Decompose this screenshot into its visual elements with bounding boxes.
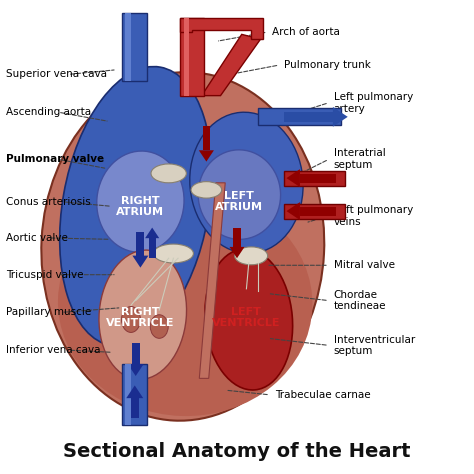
Polygon shape [229, 247, 245, 258]
Text: Papillary muscle: Papillary muscle [6, 308, 91, 318]
Text: Aortic valve: Aortic valve [6, 233, 68, 243]
Text: Left pulmonary
artery: Left pulmonary artery [334, 92, 413, 113]
Text: Chordae
tendineae: Chordae tendineae [334, 290, 386, 311]
Polygon shape [284, 171, 346, 186]
Text: Left pulmonary
veins: Left pulmonary veins [334, 205, 413, 227]
Polygon shape [199, 150, 214, 162]
Text: Interatrial
septum: Interatrial septum [334, 148, 385, 170]
Polygon shape [199, 183, 225, 378]
Ellipse shape [151, 164, 186, 183]
Polygon shape [233, 228, 241, 247]
Text: Conus arteriosis: Conus arteriosis [6, 197, 91, 207]
Polygon shape [333, 107, 348, 127]
Ellipse shape [41, 72, 324, 421]
Polygon shape [149, 238, 156, 258]
Text: Mitral valve: Mitral valve [334, 260, 394, 270]
Ellipse shape [190, 112, 303, 254]
Text: Tricuspid valve: Tricuspid valve [6, 270, 83, 280]
Text: RIGHT
ATRIUM: RIGHT ATRIUM [117, 196, 164, 217]
Ellipse shape [205, 249, 292, 390]
Polygon shape [132, 255, 148, 268]
Text: Superior vena cava: Superior vena cava [6, 69, 107, 80]
Polygon shape [145, 228, 159, 238]
Polygon shape [300, 207, 336, 216]
Ellipse shape [97, 151, 184, 252]
Polygon shape [128, 364, 144, 376]
Text: RIGHT
VENTRICLE: RIGHT VENTRICLE [106, 307, 174, 328]
Polygon shape [284, 112, 333, 122]
Polygon shape [286, 202, 300, 220]
Ellipse shape [58, 190, 312, 416]
Polygon shape [284, 203, 346, 219]
Ellipse shape [60, 66, 212, 346]
Text: Sectional Anatomy of the Heart: Sectional Anatomy of the Heart [63, 442, 411, 461]
Polygon shape [300, 173, 336, 182]
Ellipse shape [99, 250, 187, 379]
Ellipse shape [235, 247, 268, 265]
Text: Interventricular
septum: Interventricular septum [334, 335, 415, 356]
Ellipse shape [198, 150, 281, 239]
Polygon shape [202, 126, 210, 150]
Text: LEFT
VENTRICLE: LEFT VENTRICLE [212, 307, 281, 328]
Ellipse shape [150, 315, 168, 338]
Polygon shape [137, 232, 145, 255]
Polygon shape [121, 364, 147, 426]
Text: Pulmonary valve: Pulmonary valve [6, 154, 104, 164]
Polygon shape [201, 35, 261, 96]
Text: LEFT
ATRIUM: LEFT ATRIUM [215, 191, 264, 212]
Ellipse shape [191, 182, 222, 198]
Polygon shape [125, 13, 131, 82]
Polygon shape [286, 169, 300, 187]
Text: Arch of aorta: Arch of aorta [273, 27, 340, 37]
Ellipse shape [121, 307, 140, 332]
Polygon shape [132, 343, 140, 364]
Polygon shape [184, 18, 189, 96]
Polygon shape [181, 18, 263, 39]
Polygon shape [181, 18, 204, 96]
Text: Pulmonary trunk: Pulmonary trunk [284, 60, 371, 70]
Polygon shape [130, 398, 139, 419]
Polygon shape [121, 13, 147, 82]
Text: Ascending aorta: Ascending aorta [6, 107, 91, 117]
Polygon shape [258, 109, 341, 125]
Polygon shape [126, 385, 143, 398]
Polygon shape [125, 364, 131, 426]
Ellipse shape [154, 244, 193, 263]
Text: Inferior vena cava: Inferior vena cava [6, 345, 100, 355]
Text: Trabeculae carnae: Trabeculae carnae [275, 390, 370, 400]
